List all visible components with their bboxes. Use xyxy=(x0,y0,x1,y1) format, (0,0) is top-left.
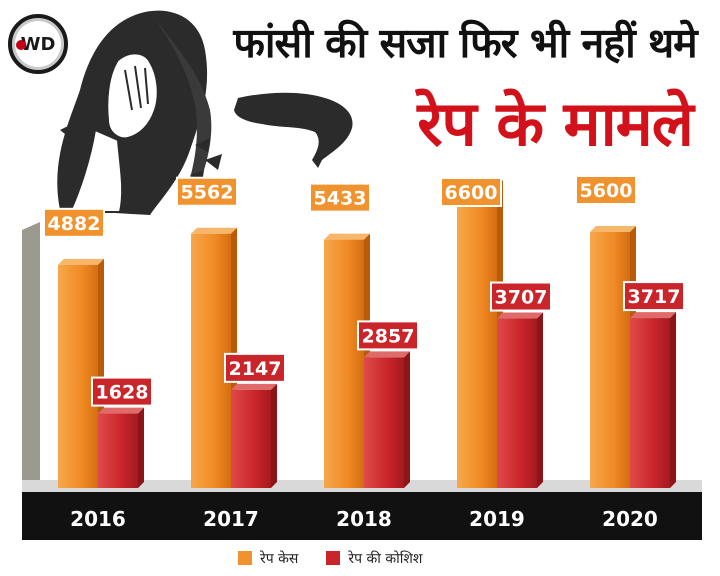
headline-line2: रेप के मामले xyxy=(417,87,694,160)
bar-side-1-2018 xyxy=(404,351,410,488)
value-label-0-2016: 4882 xyxy=(48,213,101,235)
value-label-box-0-2019 xyxy=(440,177,502,207)
legend-label-attempted-rape: रेप की कोशिश xyxy=(348,550,423,567)
bar-top-0-2020 xyxy=(590,226,636,232)
bar-top-1-2016 xyxy=(98,407,144,414)
value-label-1-2019: 3707 xyxy=(495,287,548,309)
bar-side-1-2016 xyxy=(138,407,144,488)
wd-logo[interactable]: WD xyxy=(8,14,68,74)
legend-swatch-red xyxy=(326,551,341,565)
value-label-box-1-2020 xyxy=(623,281,685,312)
value-label-1-2018: 2857 xyxy=(362,325,415,347)
legend-item-rape-cases: रेप केस xyxy=(238,549,298,568)
value-label-box-0-2020 xyxy=(575,175,637,205)
hair-strands xyxy=(150,12,212,195)
value-label-0-2019: 6600 xyxy=(445,182,498,204)
chart-left-wall xyxy=(22,222,40,490)
bar-rape-cases-2018 xyxy=(324,239,364,488)
bar-rape-cases-2016 xyxy=(58,264,98,488)
value-label-box-1-2016 xyxy=(91,376,153,407)
value-label-box-1-2018 xyxy=(357,320,419,351)
bar-top-1-2019 xyxy=(497,312,543,319)
x-tick-label-2018: 2018 xyxy=(336,507,392,531)
legend-swatch-orange xyxy=(238,551,252,565)
value-label-1-2020: 3717 xyxy=(628,286,681,308)
value-label-1-2017: 2147 xyxy=(229,358,282,380)
value-label-box-0-2018 xyxy=(309,182,371,213)
bar-attempted-rape-2020 xyxy=(630,318,670,488)
bar-attempted-rape-2016 xyxy=(98,413,138,488)
bar-top-1-2017 xyxy=(231,383,277,390)
value-label-0-2018: 5433 xyxy=(314,188,367,210)
bar-side-1-2020 xyxy=(670,312,676,488)
value-label-box-1-2019 xyxy=(490,281,552,312)
x-tick-label-2020: 2020 xyxy=(602,507,658,531)
value-label-1-2016: 1628 xyxy=(96,382,149,404)
bar-rape-cases-2020 xyxy=(590,232,630,488)
value-label-box-0-2017 xyxy=(176,176,238,207)
x-tick-label-2019: 2019 xyxy=(469,507,525,531)
bar-attempted-rape-2018 xyxy=(364,357,404,488)
bar-rape-cases-2019 xyxy=(457,186,497,489)
bar-top-0-2018 xyxy=(324,233,370,240)
x-tick-label-2016: 2016 xyxy=(70,507,126,531)
bar-side-1-2017 xyxy=(271,383,277,488)
value-label-box-1-2017 xyxy=(224,352,286,383)
bar-attempted-rape-2017 xyxy=(231,389,271,488)
bar-top-1-2018 xyxy=(364,351,410,358)
headline-line1: फांसी की सजा फिर भी नहीं थमे xyxy=(233,19,697,67)
legend-item-attempted-rape: रेप की कोशिश xyxy=(326,549,422,568)
x-axis-band xyxy=(22,492,702,540)
value-label-0-2017: 5562 xyxy=(181,182,234,204)
reaching-hand xyxy=(234,92,353,168)
bar-side-1-2019 xyxy=(537,312,543,488)
x-tick-label-2017: 2017 xyxy=(203,507,259,531)
bar-top-1-2020 xyxy=(630,312,676,319)
logo-text: WD xyxy=(20,33,56,55)
bar-top-0-2016 xyxy=(58,258,104,265)
bar-attempted-rape-2019 xyxy=(497,318,537,488)
value-label-0-2020: 5600 xyxy=(580,180,633,202)
legend-label-rape-cases: रेप केस xyxy=(260,550,299,567)
logo-dot-icon xyxy=(16,40,26,50)
value-label-box-0-2016 xyxy=(43,207,105,238)
legend: रेप केस रेप की कोशिश xyxy=(238,548,422,568)
bar-top-0-2017 xyxy=(191,227,237,234)
